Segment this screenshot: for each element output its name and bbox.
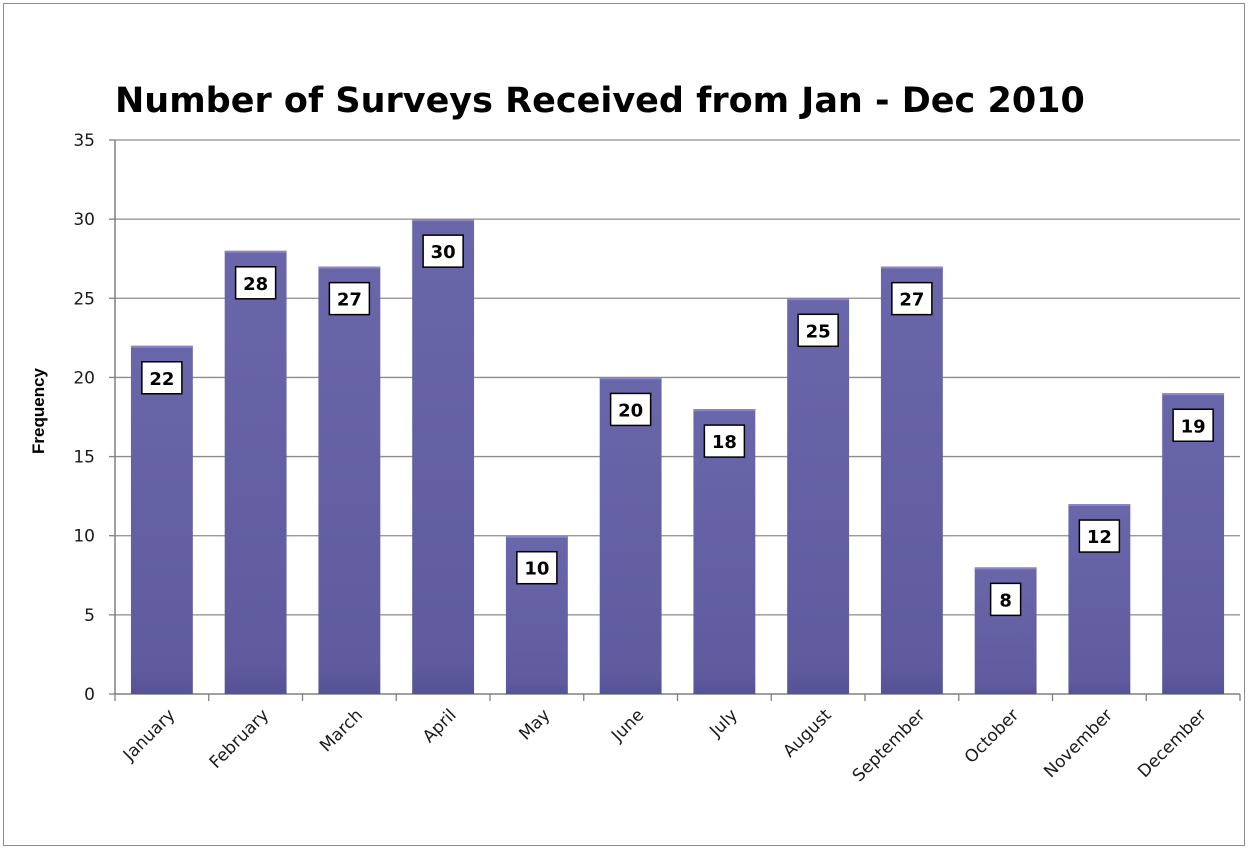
data-label: 27 [899,290,924,311]
data-label: 30 [431,242,456,263]
x-tick-label: March [316,705,367,756]
bar-june [599,377,662,694]
data-label-box [328,281,371,316]
y-tick-label: 15 [73,448,95,468]
data-label: 28 [243,274,268,295]
bar-april [412,219,475,694]
data-label-box [516,550,558,585]
bar-january [130,345,193,694]
x-tick-label: August [779,705,835,761]
data-label: 27 [337,290,362,311]
y-tick-label: 20 [73,368,95,388]
data-label-box [422,234,464,268]
y-tick-label: 30 [73,210,95,230]
x-tick-label: April [419,705,461,747]
x-tick-label: October [961,705,1023,767]
data-label: 8 [999,590,1012,611]
y-axis-label: Frequency [29,367,48,454]
data-label-box [891,281,933,316]
data-label-box [989,582,1022,617]
x-tick-label: November [1040,705,1117,782]
bar-august [787,298,850,694]
data-label: 19 [1181,416,1206,437]
x-tick-label: February [206,705,273,772]
y-tick-label: 25 [73,289,95,309]
data-label: 12 [1087,527,1112,548]
chart-title: Number of Surveys Received from Jan - De… [115,81,1085,121]
x-tick-label: July [705,705,741,741]
data-label: 18 [712,432,737,453]
data-label: 25 [806,321,831,342]
bar-february [224,250,287,695]
data-label-box [1078,519,1121,553]
x-tick-label: May [515,705,554,744]
x-tick-label: January [119,705,179,765]
data-label-box [1172,408,1214,443]
data-label: 20 [618,400,643,421]
x-tick-label: September [849,705,930,786]
x-tick-label: December [1134,705,1210,781]
data-label-box [703,424,746,458]
y-tick-label: 35 [73,131,95,151]
data-label: 10 [524,559,549,580]
data-label-box [141,361,183,395]
x-tick-label: June [607,705,648,746]
data-label-box [234,266,277,300]
bar-march [318,266,381,694]
data-label-box [797,313,839,348]
y-tick-label: 0 [84,685,95,705]
data-label: 22 [149,369,174,390]
data-label-box [609,392,652,427]
bar-september [880,266,943,694]
y-tick-label: 5 [84,606,95,626]
bar-december [1162,393,1225,694]
y-tick-label: 10 [73,527,95,547]
